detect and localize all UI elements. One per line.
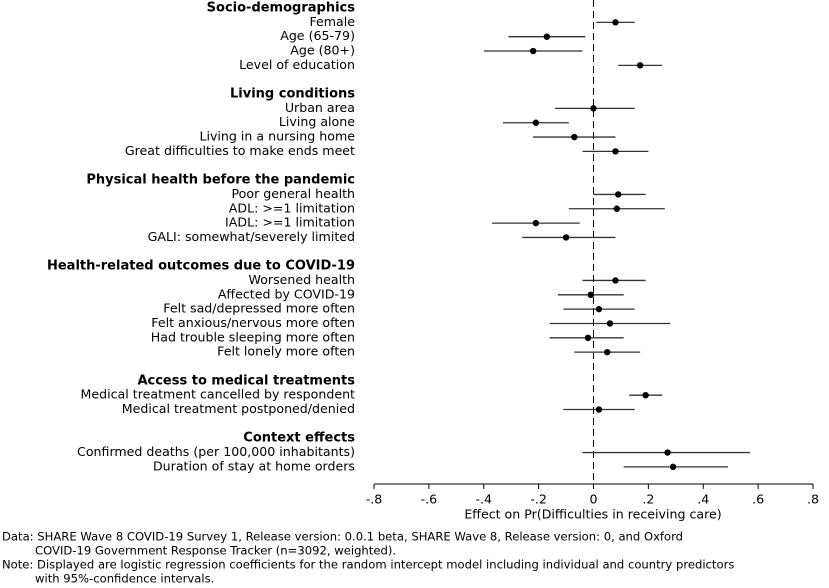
estimate-dot bbox=[664, 449, 671, 456]
row-label: Medical treatment postponed/denied bbox=[122, 401, 355, 416]
row-label: Great difficulties to make ends meet bbox=[125, 143, 355, 158]
estimate-dot bbox=[595, 305, 603, 313]
estimate-dot bbox=[669, 463, 677, 471]
x-tick-label: -.6 bbox=[421, 492, 438, 507]
estimate-dot bbox=[529, 47, 537, 55]
x-tick-label: .8 bbox=[807, 492, 819, 507]
row-label: Living in a nursing home bbox=[199, 129, 355, 144]
estimate-dot bbox=[595, 406, 603, 413]
x-tick-label: .2 bbox=[642, 492, 654, 507]
row-label: Felt anxious/nervous more often bbox=[151, 315, 355, 330]
row-label: Poor general health bbox=[232, 186, 355, 201]
row-label: Female bbox=[309, 14, 355, 29]
x-tick-label: .4 bbox=[697, 492, 709, 507]
estimate-dot bbox=[606, 320, 614, 327]
x-axis-label: Effect on Pr(Difficulties in receiving c… bbox=[464, 507, 721, 522]
x-tick-label: .6 bbox=[752, 492, 764, 507]
row-label: Worsened health bbox=[249, 272, 356, 287]
group-header: Physical health before the pandemic bbox=[86, 173, 355, 188]
x-tick-label: -.2 bbox=[530, 492, 547, 507]
row-label: Urban area bbox=[285, 100, 355, 115]
row-label: Age (80+) bbox=[290, 43, 355, 58]
row-label: Felt lonely more often bbox=[217, 344, 355, 359]
row-label: Duration of stay at home orders bbox=[153, 458, 355, 473]
estimate-dot bbox=[587, 291, 594, 298]
estimate-dot bbox=[614, 191, 622, 198]
row-label: Affected by COVID-19 bbox=[218, 286, 355, 301]
row-label: Living alone bbox=[279, 114, 355, 129]
x-tick-label: -.4 bbox=[475, 492, 492, 507]
estimate-dot bbox=[543, 33, 551, 40]
group-header: Access to medical treatments bbox=[137, 373, 355, 388]
estimate-dot bbox=[590, 105, 597, 112]
row-label: Level of education bbox=[239, 57, 355, 72]
footnote: Note: Displayed are logistic regression … bbox=[2, 558, 734, 572]
row-label: Felt sad/depressed more often bbox=[163, 301, 355, 316]
group-header: Socio-demographics bbox=[207, 1, 356, 16]
x-tick-label: -.8 bbox=[366, 492, 383, 507]
group-header: Health-related outcomes due to COVID-19 bbox=[47, 259, 355, 274]
estimate-dot bbox=[636, 62, 644, 69]
estimate-dot bbox=[612, 19, 619, 26]
estimate-dot bbox=[612, 277, 619, 284]
row-label: Medical treatment cancelled by responden… bbox=[81, 387, 356, 402]
row-label: GALI: somewhat/severely limited bbox=[148, 229, 355, 244]
group-header: Living conditions bbox=[230, 87, 355, 102]
estimate-dot bbox=[642, 391, 649, 399]
estimate-dot bbox=[532, 219, 540, 227]
row-label: Confirmed deaths (per 100,000 inhabitant… bbox=[77, 444, 355, 459]
estimate-dot bbox=[612, 148, 619, 155]
footnote: with 95%-confidence intervals. bbox=[35, 572, 214, 586]
estimate-dot bbox=[562, 234, 570, 241]
estimate-dot bbox=[571, 133, 578, 141]
row-label: Age (65-79) bbox=[280, 28, 355, 43]
footnote: COVID-19 Government Response Tracker (n=… bbox=[35, 544, 396, 558]
estimate-dot bbox=[532, 119, 540, 126]
estimate-dot bbox=[613, 205, 621, 212]
row-label: ADL: >=1 limitation bbox=[229, 200, 355, 215]
row-label: Had trouble sleeping more often bbox=[151, 329, 355, 344]
estimate-dot bbox=[604, 348, 611, 356]
footnote: Data: SHARE Wave 8 COVID-19 Survey 1, Re… bbox=[2, 530, 683, 544]
row-label: IADL: >=1 limitation bbox=[225, 215, 355, 230]
estimate-dot bbox=[584, 334, 592, 342]
group-header: Context effects bbox=[243, 431, 355, 446]
x-tick-label: 0 bbox=[589, 492, 597, 507]
